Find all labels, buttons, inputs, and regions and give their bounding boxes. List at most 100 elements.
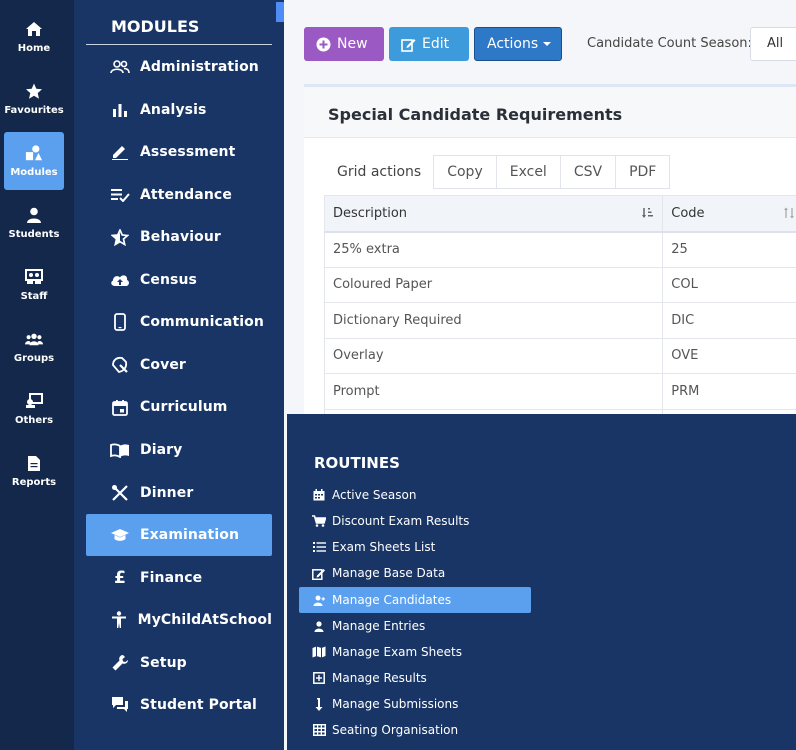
grid-actions: Grid actions Copy Excel CSV PDF: [324, 155, 671, 189]
pound-icon: £: [114, 568, 126, 588]
star-outline-icon: [110, 227, 130, 247]
rail-item-home[interactable]: Home: [4, 8, 64, 66]
shapes-icon: [25, 144, 43, 162]
rail-item-reports[interactable]: Reports: [4, 442, 64, 500]
routine-manage-exam-sheets[interactable]: Manage Exam Sheets: [299, 639, 531, 665]
module-attendance[interactable]: Attendance: [86, 174, 272, 216]
module-analysis[interactable]: Analysis: [86, 89, 272, 131]
book-icon: [110, 440, 130, 460]
sort-both-icon[interactable]: [783, 207, 795, 223]
routine-manage-base-data[interactable]: Manage Base Data: [299, 560, 531, 586]
module-census[interactable]: Census: [86, 259, 272, 301]
modules-title: MODULES: [111, 17, 200, 36]
user-icon: [25, 206, 43, 224]
rail-item-staff[interactable]: Staff: [4, 256, 64, 314]
routine-manage-submissions[interactable]: Manage Submissions: [299, 691, 531, 717]
child-icon: [110, 610, 128, 630]
chat-icon: [110, 695, 130, 715]
card-title: Special Candidate Requirements: [328, 105, 623, 124]
staff-icon: [25, 268, 43, 286]
rail-item-groups[interactable]: Groups: [4, 318, 64, 376]
cover-icon: [110, 355, 130, 375]
module-setup[interactable]: Setup: [86, 642, 272, 684]
routine-active-season[interactable]: Active Season: [299, 482, 531, 508]
module-assessment[interactable]: Assessment: [86, 131, 272, 173]
column-header-description[interactable]: Description: [323, 195, 664, 233]
routine-manage-results[interactable]: Manage Results: [299, 665, 531, 691]
csv-button[interactable]: CSV: [559, 155, 617, 189]
requirements-table: Description Code 25% extra 25 Coloured Pa…: [323, 195, 796, 445]
module-cover[interactable]: Cover: [86, 344, 272, 386]
routine-manage-candidates[interactable]: Manage Candidates: [299, 587, 531, 613]
document-icon: [25, 454, 43, 472]
map-icon: [312, 645, 326, 659]
table-row[interactable]: 25% extra 25: [323, 231, 796, 268]
season-select[interactable]: All: [750, 27, 796, 61]
table-row[interactable]: Prompt PRM: [323, 373, 796, 410]
rail-item-students[interactable]: Students: [4, 194, 64, 252]
plus-square-icon: [312, 671, 326, 685]
cutlery-icon: [110, 483, 130, 503]
cart-icon: [312, 514, 326, 528]
routine-manage-entries[interactable]: Manage Entries: [299, 613, 531, 639]
module-dinner[interactable]: Dinner: [86, 472, 272, 514]
column-header-code[interactable]: Code: [662, 195, 796, 233]
mobile-icon: [110, 312, 130, 332]
cloud-upload-icon: [110, 270, 130, 290]
table-header-row: Description Code: [323, 195, 796, 233]
rail-item-modules[interactable]: Modules: [4, 132, 64, 190]
administration-icon: [110, 57, 130, 77]
module-communication[interactable]: Communication: [86, 301, 272, 343]
edit-button[interactable]: Edit: [389, 27, 469, 61]
graduation-cap-icon: [110, 525, 130, 545]
modules-divider: [86, 44, 272, 45]
module-administration[interactable]: Administration: [86, 46, 272, 88]
sort-asc-icon[interactable]: [641, 207, 654, 223]
bar-chart-icon: [110, 100, 130, 120]
grid-icon: [312, 723, 326, 737]
wrench-icon: [110, 653, 130, 673]
module-diary[interactable]: Diary: [86, 429, 272, 471]
calendar-icon: [110, 397, 130, 417]
table-row[interactable]: Dictionary Required DIC: [323, 302, 796, 339]
modules-panel: MODULES Administration Analysis Assessme…: [74, 0, 284, 750]
copy-button[interactable]: Copy: [433, 155, 497, 189]
users-icon: [25, 330, 43, 348]
rail-item-others[interactable]: Others: [4, 380, 64, 438]
checklist-icon: [110, 185, 130, 205]
edit-icon: [401, 37, 416, 52]
arrow-down-icon: [312, 697, 326, 711]
excel-button[interactable]: Excel: [495, 155, 561, 189]
routine-exam-sheets-list[interactable]: Exam Sheets List: [299, 534, 531, 560]
caret-down-icon: [543, 42, 552, 46]
module-examination[interactable]: Examination: [86, 514, 272, 556]
routines-panel: ROUTINES Active Season Discount Exam Res…: [287, 414, 796, 750]
edit-icon: [312, 566, 326, 580]
actions-dropdown-button[interactable]: Actions: [474, 27, 562, 61]
card-header: Special Candidate Requirements: [304, 84, 796, 138]
routine-seating-organisation[interactable]: Seating Organisation: [299, 717, 531, 743]
plus-circle-icon: [316, 37, 331, 52]
calendar-icon: [312, 488, 326, 502]
user-plus-icon: [312, 593, 326, 607]
pencil-icon: [110, 142, 130, 162]
module-curriculum[interactable]: Curriculum: [86, 386, 272, 428]
pdf-button[interactable]: PDF: [615, 155, 671, 189]
others-icon: [25, 392, 43, 410]
icon-rail: Home Favourites Modules Students Staff G…: [0, 0, 74, 750]
module-finance[interactable]: £ Finance: [86, 557, 272, 599]
season-label: Candidate Count Season:: [587, 36, 752, 51]
table-row[interactable]: Overlay OVE: [323, 337, 796, 374]
grid-actions-label: Grid actions: [337, 164, 422, 180]
module-behaviour[interactable]: Behaviour: [86, 216, 272, 258]
home-icon: [25, 20, 43, 38]
rail-item-favourites[interactable]: Favourites: [4, 70, 64, 128]
new-button[interactable]: New: [304, 27, 384, 61]
star-icon: [25, 82, 43, 100]
table-row[interactable]: Coloured Paper COL: [323, 266, 796, 303]
routine-discount-exam-results[interactable]: Discount Exam Results: [299, 508, 531, 534]
module-student-portal[interactable]: Student Portal: [86, 684, 272, 726]
module-mychildatschool[interactable]: MyChildAtSchool: [86, 599, 272, 641]
list-icon: [312, 540, 326, 554]
routines-title: ROUTINES: [314, 454, 400, 472]
